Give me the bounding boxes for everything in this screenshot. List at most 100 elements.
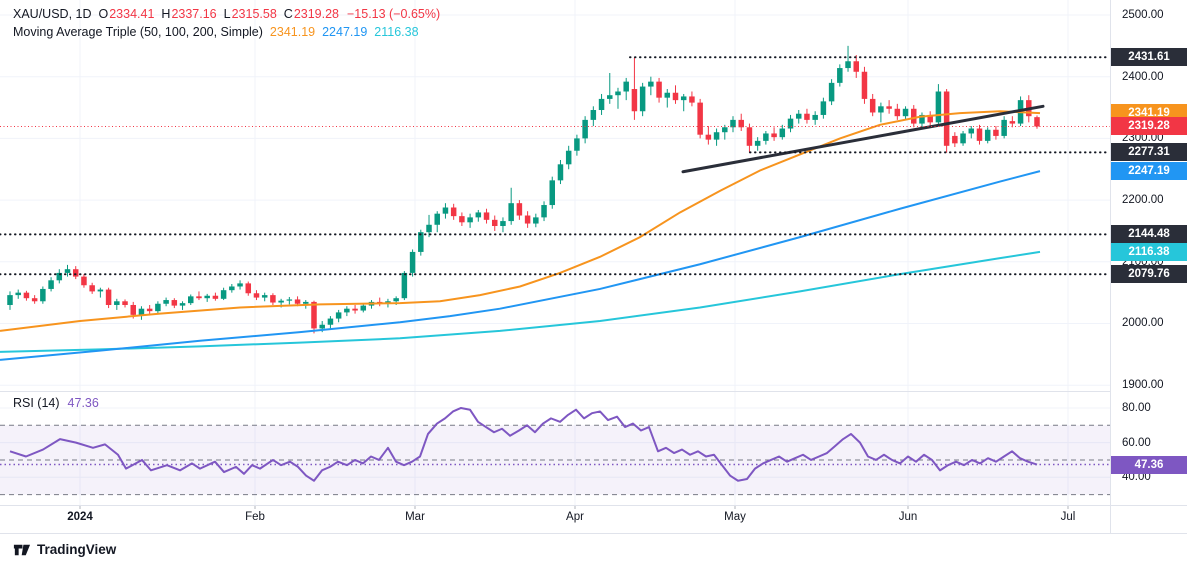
candle (565, 145, 572, 170)
rsi-tick-label: 40.00 (1122, 471, 1151, 484)
candle (738, 113, 744, 131)
candle (72, 266, 79, 280)
ohlc-key: L (223, 7, 231, 21)
candle (508, 187, 514, 225)
gridlines (0, 0, 1110, 505)
candle (697, 98, 703, 139)
price-axis-separator (1110, 0, 1111, 533)
ma-values: 2341.19 2247.19 2116.38 (263, 25, 419, 39)
candle (902, 106, 909, 120)
candle (327, 316, 334, 329)
candle (689, 91, 695, 107)
ma-100-line[interactable] (0, 170, 1041, 361)
candle (491, 215, 498, 231)
time-axis[interactable] (0, 505, 1110, 533)
pane-separator[interactable] (0, 391, 1110, 392)
candle (138, 306, 145, 320)
candle (615, 87, 621, 109)
candle (442, 203, 449, 219)
candles-layer (7, 45, 1040, 334)
candle (746, 123, 753, 153)
ohlc-value: 2319.28 (293, 7, 339, 21)
candle (204, 293, 210, 302)
time-axis-separator (0, 505, 1187, 506)
candle (409, 249, 416, 277)
candle (943, 89, 950, 153)
candle (31, 295, 38, 304)
time-axis-label: 2024 (67, 511, 93, 523)
candle (97, 287, 104, 298)
candle (968, 126, 975, 139)
candle (89, 282, 95, 294)
candle (664, 89, 671, 108)
candle (105, 287, 112, 309)
candle (795, 110, 802, 124)
candle (639, 82, 646, 117)
time-axis-label: Feb (245, 511, 265, 523)
price-axis-badge: 2144.48 (1111, 225, 1187, 244)
rsi-indicator-legend[interactable]: RSI (14) 47.36 (13, 396, 99, 410)
candle (459, 212, 465, 227)
candle (763, 130, 769, 145)
candle (894, 103, 901, 120)
candle (976, 124, 983, 145)
price-axis-badge: 2116.38 (1111, 242, 1187, 261)
candle (533, 213, 539, 228)
ma-indicator-legend[interactable]: Moving Average Triple (50, 100, 200, Sim… (13, 25, 419, 39)
candle (196, 291, 202, 301)
candle (64, 264, 71, 277)
candle (81, 274, 87, 288)
candle (467, 213, 473, 228)
candle (705, 126, 712, 145)
candle (845, 45, 851, 72)
candle (590, 106, 597, 127)
rsi-tick-label: 80.00 (1122, 401, 1151, 414)
candle (935, 84, 942, 127)
candle (672, 85, 679, 104)
time-axis-label: Jul (1060, 511, 1076, 523)
candle (812, 111, 818, 125)
price-axis-badge: 2319.28 (1111, 117, 1187, 136)
ohlc-value: 2315.58 (231, 7, 277, 21)
ma-200-line[interactable] (0, 250, 1041, 353)
tradingview-logo[interactable]: TradingView (12, 540, 116, 559)
candle (114, 298, 120, 310)
ohlc-key: O (98, 7, 109, 21)
candle (993, 126, 999, 140)
candle (820, 97, 827, 119)
candle (984, 127, 991, 144)
candle (261, 292, 268, 302)
candle (516, 200, 523, 220)
ma-50-line[interactable] (0, 110, 1041, 332)
rsi-axis-badge: 47.36 (1111, 455, 1187, 474)
candle (524, 211, 531, 228)
candle (15, 289, 21, 299)
candle (1009, 116, 1016, 128)
candle (549, 176, 556, 209)
candle (911, 105, 917, 128)
time-axis-label: May (724, 511, 746, 523)
candle (401, 271, 408, 301)
price-tick-label: 1900.00 (1122, 379, 1164, 392)
candle (286, 296, 293, 305)
candle (56, 269, 63, 284)
candle (146, 304, 153, 315)
rsi-line[interactable] (9, 406, 1038, 482)
ma-indicator-title: Moving Average Triple (50, 100, 200, Sim… (13, 25, 263, 39)
price-tick-label: 2500.00 (1122, 8, 1164, 21)
candle (122, 299, 128, 308)
candle (878, 102, 884, 123)
candle (960, 130, 966, 146)
time-axis-label: Mar (405, 511, 425, 523)
ma-value: 2247.19 (322, 25, 368, 39)
candle (837, 64, 843, 87)
candle (804, 108, 810, 124)
symbol-legend[interactable]: XAU/USD, 1D O2334.41 H2337.16 L2315.58 C2319… (13, 7, 440, 21)
trendline[interactable] (681, 104, 1045, 174)
candle (541, 201, 547, 222)
price-axis-badge: 2247.19 (1111, 161, 1187, 180)
chart-canvas[interactable] (0, 0, 1110, 533)
candle (434, 211, 440, 233)
candle (237, 280, 243, 290)
